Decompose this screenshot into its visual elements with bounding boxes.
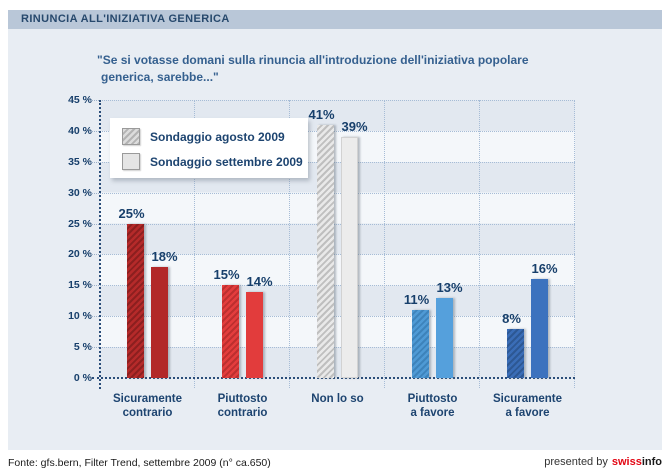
bar-agosto-sicuramente-a-favore bbox=[507, 328, 524, 378]
x-axis-line bbox=[92, 377, 575, 379]
legend-item-settembre: Sondaggio settembre 2009 bbox=[110, 149, 308, 174]
bar-label-agosto-piuttosto-contrario: 15% bbox=[213, 267, 240, 283]
category-label-piuttosto-a-favore: Piuttosto a favore bbox=[407, 393, 458, 419]
survey-question-line1: "Se si votasse domani sulla rinuncia all… bbox=[97, 53, 529, 67]
grid-line-h bbox=[100, 223, 575, 225]
grid-line-v bbox=[194, 100, 195, 388]
y-tick-label: 35 % bbox=[68, 155, 92, 168]
bar-label-settembre-piuttosto-a-favore: 13% bbox=[436, 279, 463, 295]
grid-line-v bbox=[289, 100, 290, 388]
bar-agosto-non-lo-so bbox=[317, 124, 334, 378]
y-tick-label: 0 % bbox=[73, 372, 92, 384]
y-tick-label: 20 % bbox=[68, 248, 92, 261]
y-tick-label: 25 % bbox=[68, 217, 92, 230]
legend-label-settembre: Sondaggio settembre 2009 bbox=[150, 154, 303, 169]
legend-swatch-solid bbox=[122, 153, 140, 170]
y-tick-leader bbox=[91, 161, 99, 163]
grid-line-v bbox=[574, 100, 575, 388]
presented-by: presented by swissinfo bbox=[544, 456, 662, 468]
category-label-non-lo-so: Non lo so bbox=[311, 393, 364, 405]
y-tick-label: 30 % bbox=[68, 186, 92, 199]
bar-label-agosto-sicuramente-contrario: 25% bbox=[118, 205, 145, 221]
grid-line-h bbox=[100, 100, 575, 101]
presented-by-text: presented by bbox=[544, 456, 608, 468]
grid-line-h bbox=[100, 316, 575, 318]
bar-settembre-non-lo-so bbox=[341, 137, 358, 378]
y-tick-leader bbox=[91, 130, 99, 132]
grid-line-v bbox=[384, 100, 385, 388]
y-tick-label: 15 % bbox=[68, 279, 92, 292]
bar-settembre-sicuramente-contrario bbox=[151, 266, 168, 378]
grid-line-h bbox=[100, 285, 575, 287]
grid-line-v bbox=[479, 100, 480, 388]
bar-label-settembre-non-lo-so: 39% bbox=[341, 119, 368, 135]
legend-item-agosto: Sondaggio agosto 2009 bbox=[110, 124, 308, 149]
y-tick-label: 5 % bbox=[73, 341, 92, 354]
bar-agosto-piuttosto-contrario bbox=[222, 285, 239, 378]
category-label-sicuramente-contrario: Sicuramente contrario bbox=[112, 393, 183, 419]
survey-question-line2: generica, sarebbe..." bbox=[101, 70, 219, 84]
y-tick-leader bbox=[91, 192, 99, 194]
category-label-piuttosto-contrario: Piuttosto contrario bbox=[217, 393, 268, 419]
bar-label-settembre-sicuramente-contrario: 18% bbox=[151, 248, 178, 264]
bar-label-agosto-piuttosto-a-favore: 11% bbox=[403, 292, 430, 308]
bar-label-agosto-non-lo-so: 41% bbox=[308, 106, 335, 122]
y-tick-leader bbox=[91, 285, 99, 287]
y-axis-line bbox=[99, 100, 101, 389]
y-tick-label: 45 % bbox=[68, 94, 92, 106]
bar-agosto-piuttosto-a-favore bbox=[412, 310, 429, 378]
bar-label-agosto-sicuramente-a-favore: 8% bbox=[502, 310, 521, 326]
bar-settembre-sicuramente-a-favore bbox=[531, 279, 548, 378]
grid-line-h bbox=[100, 347, 575, 349]
swissinfo-logo: swissinfo bbox=[611, 456, 662, 468]
bar-label-settembre-sicuramente-a-favore: 16% bbox=[531, 261, 558, 277]
y-tick-leader bbox=[91, 254, 99, 256]
bar-label-settembre-piuttosto-contrario: 14% bbox=[246, 273, 273, 289]
y-tick-leader bbox=[91, 100, 99, 101]
y-tick-label: 10 % bbox=[68, 310, 92, 323]
page-title: RINUNCIA ALL'INIZIATIVA GENERICA bbox=[21, 13, 230, 25]
grid-line-h bbox=[100, 161, 575, 163]
category-label-sicuramente-a-favore: Sicuramente a favore bbox=[492, 393, 563, 419]
x-axis-labels: Sicuramente contrario Piuttosto contrario… bbox=[100, 392, 575, 426]
y-tick-leader bbox=[91, 347, 99, 349]
title-bar: RINUNCIA ALL'INIZIATIVA GENERICA bbox=[8, 10, 662, 29]
bar-settembre-piuttosto-a-favore bbox=[436, 297, 453, 378]
grid-line-h bbox=[100, 192, 575, 194]
survey-question: "Se si votasse domani sulla rinuncia all… bbox=[97, 52, 597, 86]
bar-settembre-piuttosto-contrario bbox=[246, 291, 263, 378]
y-tick-label: 40 % bbox=[68, 124, 92, 137]
y-tick-leader bbox=[91, 316, 99, 318]
grid-line-h bbox=[100, 254, 575, 256]
legend-label-agosto: Sondaggio agosto 2009 bbox=[150, 129, 285, 144]
legend: Sondaggio agosto 2009 Sondaggio settembr… bbox=[110, 118, 308, 178]
source-note: Fonte: gfs.bern, Filter Trend, settembre… bbox=[8, 457, 271, 469]
bar-agosto-sicuramente-contrario bbox=[127, 223, 144, 378]
y-tick-leader bbox=[91, 223, 99, 225]
grid-line-h bbox=[100, 130, 575, 132]
legend-swatch-hatched bbox=[122, 128, 140, 145]
